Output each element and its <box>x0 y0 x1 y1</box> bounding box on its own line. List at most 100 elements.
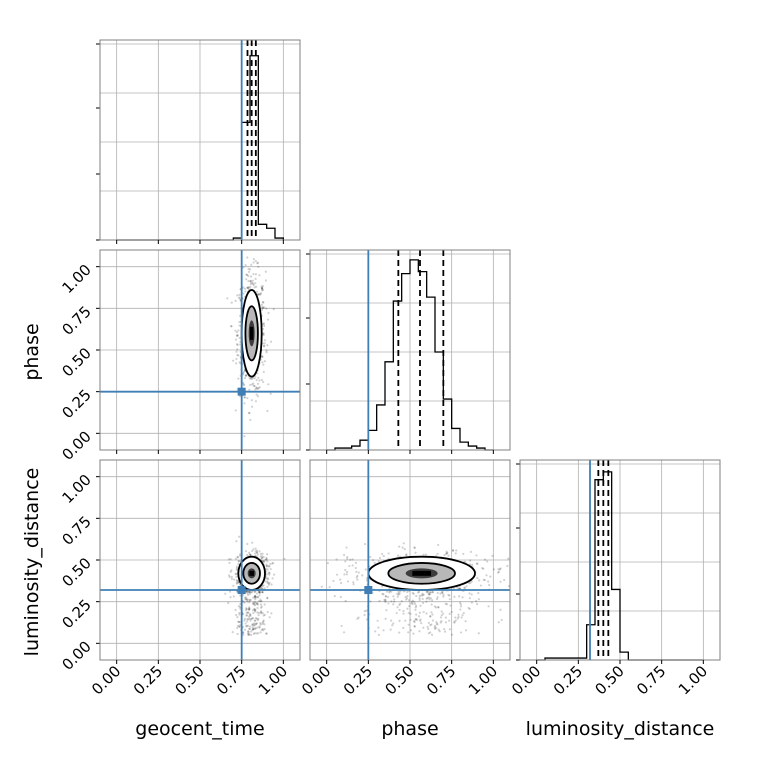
sample-point <box>252 272 255 276</box>
sample-point <box>252 632 255 635</box>
sample-point <box>342 553 346 557</box>
sample-point <box>414 608 417 611</box>
sample-point <box>234 409 237 412</box>
sample-point <box>320 585 323 588</box>
sample-point <box>384 600 387 603</box>
sample-point <box>445 552 449 555</box>
sample-point <box>477 632 480 635</box>
sample-point <box>496 571 500 574</box>
sample-point <box>245 374 248 377</box>
sample-point <box>248 598 251 601</box>
sample-point <box>270 612 273 615</box>
sample-point <box>441 590 444 593</box>
sample-point <box>254 595 257 598</box>
sample-point <box>231 631 234 634</box>
sample-point <box>263 603 266 606</box>
sample-point <box>413 602 417 606</box>
sample-point <box>242 631 245 634</box>
sample-point <box>249 286 252 289</box>
sample-point <box>249 553 252 556</box>
sample-point <box>433 605 436 608</box>
sample-point <box>262 556 265 559</box>
sample-point <box>411 599 415 602</box>
sample-point <box>342 631 346 634</box>
sample-point <box>427 632 430 635</box>
sample-point <box>252 261 255 264</box>
sample-point <box>260 587 264 590</box>
sample-point <box>260 606 263 609</box>
y-tick-label: 0.50 <box>58 554 94 590</box>
sample-point <box>374 630 377 633</box>
sample-point <box>245 614 248 617</box>
sample-point <box>364 568 367 571</box>
sample-point <box>253 608 256 611</box>
sample-point <box>420 594 423 597</box>
sample-point <box>390 619 393 622</box>
sample-point <box>409 629 413 632</box>
sample-point <box>405 597 409 600</box>
sample-point <box>459 605 463 608</box>
sample-point <box>244 290 247 293</box>
sample-point <box>253 596 257 599</box>
sample-point <box>253 590 257 593</box>
sample-point <box>442 595 445 598</box>
sample-point <box>249 614 252 617</box>
sample-point <box>344 560 347 563</box>
sample-point <box>251 383 254 386</box>
sample-point <box>406 607 409 610</box>
sample-point <box>468 582 471 585</box>
x-tick-label: 0.25 <box>130 662 166 698</box>
sample-point <box>235 342 239 346</box>
sample-point <box>263 342 266 345</box>
sample-point <box>446 551 449 554</box>
sample-point <box>413 600 416 604</box>
sample-point <box>253 590 256 593</box>
sample-point <box>248 617 251 620</box>
sample-point <box>415 604 418 607</box>
sample-point <box>234 557 238 560</box>
sample-point <box>248 625 252 628</box>
sample-point <box>252 258 255 261</box>
sample-point <box>336 573 339 576</box>
sample-point <box>326 562 329 565</box>
sample-point <box>252 627 255 630</box>
sample-point <box>486 560 489 563</box>
x-tick-label: 0.75 <box>633 662 669 698</box>
sample-point <box>266 596 269 599</box>
sample-point <box>461 596 464 599</box>
sample-point <box>412 592 415 596</box>
sample-point <box>254 598 257 601</box>
sample-point <box>356 617 359 620</box>
sample-point <box>471 563 474 566</box>
sample-point <box>444 616 447 619</box>
sample-point <box>269 562 272 566</box>
sample-point <box>254 595 257 598</box>
sample-point <box>262 288 265 292</box>
sample-point <box>405 554 408 557</box>
sample-point <box>481 566 484 570</box>
sample-point <box>253 604 257 607</box>
sample-point <box>259 552 262 555</box>
sample-point <box>396 595 399 598</box>
sample-point <box>259 598 262 601</box>
sample-point <box>462 552 465 556</box>
sample-point <box>396 606 399 609</box>
sample-point <box>260 556 263 560</box>
sample-point <box>248 411 251 415</box>
sample-point <box>377 626 380 629</box>
sample-point <box>497 621 500 624</box>
sample-point <box>398 631 401 634</box>
sample-point <box>476 576 479 580</box>
sample-point <box>371 559 375 562</box>
sample-point <box>255 285 258 288</box>
sample-point <box>247 274 250 278</box>
sample-point <box>260 287 264 291</box>
sample-point <box>261 621 264 624</box>
sample-point <box>248 606 251 609</box>
sample-point <box>257 590 260 593</box>
sample-point <box>251 628 254 632</box>
sample-point <box>260 610 263 613</box>
sample-point <box>248 377 251 380</box>
sample-point <box>465 585 468 588</box>
sample-point <box>261 306 264 309</box>
